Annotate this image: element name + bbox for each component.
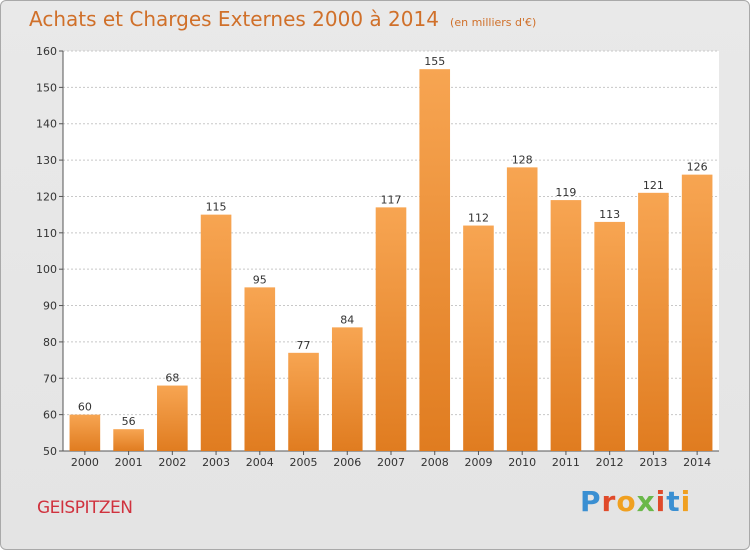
value-label-2010: 128 [512, 153, 533, 166]
bar-2007 [375, 207, 407, 451]
value-label-2006: 84 [340, 313, 354, 326]
y-tick-label: 80 [43, 336, 57, 349]
proxiti-logo: Proxiti [580, 485, 691, 518]
y-tick-label: 150 [36, 81, 57, 94]
value-label-2007: 117 [381, 193, 402, 206]
value-label-2002: 68 [165, 372, 179, 385]
commune-name: GEISPITZEN [37, 498, 133, 518]
x-tick-label-2011: 2011 [552, 456, 580, 469]
bar-2013 [638, 192, 669, 451]
value-label-2011: 119 [555, 186, 576, 199]
bar-2012 [594, 221, 625, 451]
x-tick-label-2007: 2007 [377, 456, 405, 469]
logo-letter: i [655, 485, 667, 518]
x-tick-label-2003: 2003 [202, 456, 230, 469]
x-tick-label-2012: 2012 [596, 456, 624, 469]
bar-2002 [157, 385, 188, 451]
bar-2006 [331, 327, 363, 451]
x-tick-label-2009: 2009 [464, 456, 492, 469]
y-tick-label: 100 [36, 263, 57, 276]
value-label-2003: 115 [206, 201, 227, 214]
bar-2005 [288, 352, 319, 451]
x-tick-label-2005: 2005 [290, 456, 318, 469]
bar-2004 [244, 287, 276, 451]
x-tick-label-2000: 2000 [71, 456, 99, 469]
x-tick-label-2001: 2001 [115, 456, 143, 469]
logo-letter: P [580, 485, 602, 518]
value-label-2012: 113 [599, 208, 620, 221]
bar-2014 [681, 174, 713, 452]
bar-2003 [200, 214, 232, 451]
logo-letter: t [666, 485, 681, 518]
value-label-2008: 155 [424, 55, 445, 68]
x-tick-label-2006: 2006 [333, 456, 361, 469]
value-label-2005: 77 [297, 339, 311, 352]
x-tick-label-2008: 2008 [421, 456, 449, 469]
chart-title-text: Achats et Charges Externes 2000 à 2014 [29, 7, 439, 31]
x-tick-label-2014: 2014 [683, 456, 711, 469]
y-tick-label: 140 [36, 118, 57, 131]
y-tick-label: 130 [36, 154, 57, 167]
bar-2000 [69, 414, 101, 451]
bar-2001 [113, 429, 144, 451]
y-tick-label: 120 [36, 190, 57, 203]
value-label-2000: 60 [78, 401, 92, 414]
y-tick-label: 50 [43, 445, 57, 458]
x-tick-label-2013: 2013 [639, 456, 667, 469]
bar-2010 [506, 167, 538, 451]
logo-letter: r [601, 485, 617, 518]
value-label-2009: 112 [468, 212, 489, 225]
x-tick-label-2004: 2004 [246, 456, 274, 469]
y-tick-label: 90 [43, 300, 57, 313]
y-tick-label: 160 [36, 45, 57, 58]
bar-2011 [550, 200, 582, 451]
x-tick-label-2002: 2002 [158, 456, 186, 469]
chart-unit: (en milliers d'€) [450, 16, 537, 29]
y-tick-label: 70 [43, 372, 57, 385]
logo-letter: x [636, 485, 656, 518]
logo-letter: i [680, 485, 692, 518]
y-tick-label: 110 [36, 227, 57, 240]
chart-title: Achats et Charges Externes 2000 à 2014 (… [29, 7, 536, 31]
value-label-2013: 121 [643, 179, 664, 192]
bar-2008 [419, 69, 451, 451]
x-tick-label-2010: 2010 [508, 456, 536, 469]
value-label-2004: 95 [253, 273, 267, 286]
y-tick-label: 60 [43, 409, 57, 422]
bar-2009 [463, 225, 494, 451]
value-label-2014: 126 [687, 161, 708, 174]
logo-letter: o [616, 485, 637, 518]
value-label-2001: 56 [122, 415, 136, 428]
